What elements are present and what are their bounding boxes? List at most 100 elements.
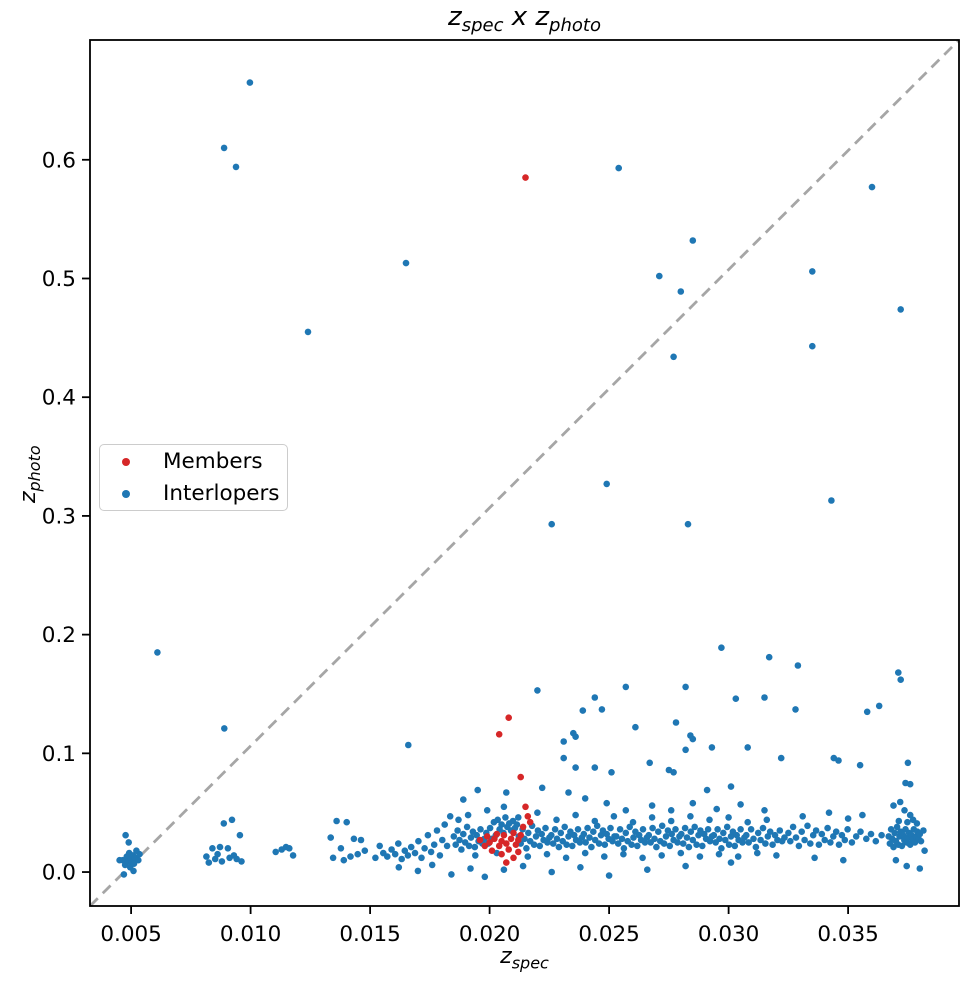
data-point	[725, 814, 732, 821]
data-point	[561, 823, 568, 831]
data-point	[572, 811, 579, 819]
data-point	[608, 769, 615, 776]
data-point	[723, 823, 731, 831]
data-point	[699, 842, 706, 850]
data-point	[603, 799, 610, 807]
data-point	[750, 835, 757, 843]
data-point	[376, 842, 384, 850]
data-point	[517, 773, 524, 781]
data-point	[906, 780, 914, 788]
data-point	[827, 839, 834, 846]
ylabel-sub: photo	[25, 445, 45, 492]
data-point	[714, 826, 721, 833]
data-point	[689, 237, 697, 244]
data-point	[582, 839, 589, 846]
data-point	[747, 826, 755, 833]
data-point	[743, 831, 750, 839]
data-point	[421, 845, 428, 852]
data-point	[548, 868, 555, 876]
data-point	[481, 873, 489, 881]
data-point	[890, 802, 897, 809]
data-point	[401, 847, 409, 854]
data-point	[787, 837, 794, 845]
data-point	[835, 841, 843, 848]
data-point	[510, 829, 517, 837]
data-point	[809, 342, 816, 350]
data-point	[452, 841, 460, 848]
data-point	[644, 866, 651, 873]
data-point	[645, 831, 653, 839]
data-point	[601, 853, 608, 860]
data-point	[477, 826, 484, 833]
data-point	[809, 268, 816, 275]
data-point	[683, 834, 691, 841]
data-point	[708, 744, 716, 751]
data-point	[220, 820, 228, 827]
data-point	[120, 871, 128, 878]
data-point	[670, 353, 677, 361]
data-point	[685, 843, 693, 851]
data-point	[483, 807, 491, 814]
data-point	[216, 843, 224, 851]
data-point	[653, 843, 660, 851]
data-point	[798, 828, 805, 835]
data-point	[391, 850, 399, 858]
data-point	[674, 839, 681, 846]
data-point	[658, 822, 666, 830]
ylabel-var: z	[15, 491, 41, 504]
data-point	[895, 817, 903, 825]
data-point	[656, 272, 663, 280]
data-point	[722, 836, 729, 844]
xlabel-var: z	[500, 944, 512, 969]
data-point	[448, 871, 455, 878]
data-point	[209, 845, 216, 852]
data-point	[154, 649, 161, 656]
data-point	[433, 827, 441, 834]
data-point	[856, 761, 864, 769]
data-point	[668, 830, 675, 838]
data-point	[116, 856, 123, 864]
data-point	[220, 144, 228, 152]
data-point	[667, 807, 675, 814]
data-point	[337, 845, 345, 852]
data-point	[591, 817, 599, 825]
data-point	[286, 845, 293, 852]
data-point	[486, 839, 493, 846]
data-point	[238, 858, 245, 865]
data-point	[503, 859, 510, 866]
data-point	[769, 841, 776, 848]
data-point	[620, 845, 628, 852]
data-point	[773, 852, 780, 859]
data-point	[891, 829, 898, 837]
data-point	[672, 826, 679, 833]
data-point	[666, 842, 674, 850]
data-point	[863, 835, 870, 843]
data-point	[875, 702, 883, 710]
data-point	[916, 865, 924, 872]
data-point	[519, 862, 527, 870]
data-point	[704, 826, 712, 833]
data-point	[581, 795, 589, 802]
axes-frame	[89, 39, 960, 907]
data-point	[224, 845, 232, 852]
data-point	[744, 818, 751, 826]
data-point	[615, 164, 622, 172]
data-point	[333, 817, 340, 825]
y-tick-label: 0.0	[42, 861, 76, 886]
data-point	[289, 852, 297, 859]
data-point	[632, 723, 639, 731]
legend-item-interlopers: Interlopers	[100, 481, 287, 507]
data-point	[799, 813, 806, 820]
data-point	[503, 789, 510, 796]
data-point	[543, 850, 551, 858]
data-point	[483, 833, 491, 840]
data-point	[522, 803, 529, 811]
data-point	[214, 850, 221, 858]
data-point	[404, 852, 412, 859]
data-point	[361, 847, 369, 854]
data-point	[304, 328, 312, 336]
data-point	[524, 853, 532, 860]
data-point	[616, 826, 624, 833]
data-point	[895, 669, 902, 676]
data-point	[586, 834, 593, 841]
